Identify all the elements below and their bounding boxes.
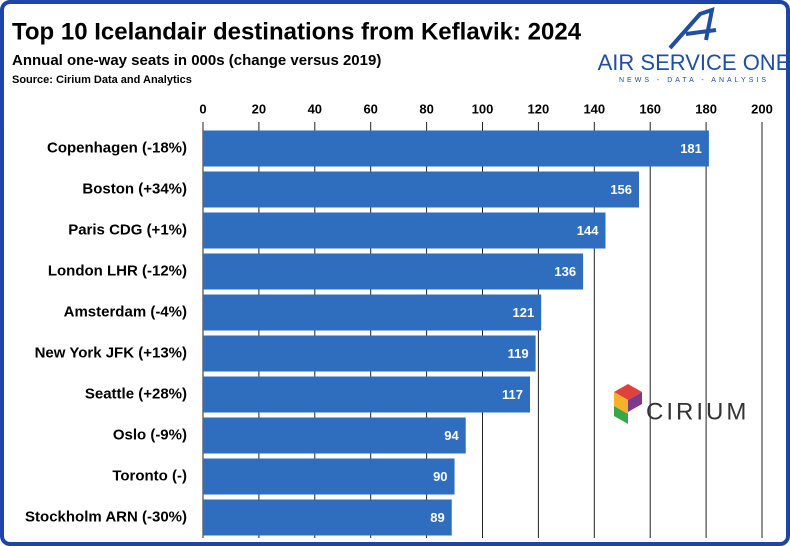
value-label: 144 bbox=[577, 223, 599, 238]
y-tick-label: Paris CDG (+1%) bbox=[68, 221, 187, 238]
logo-text: CIRIUM bbox=[646, 398, 749, 425]
logo-tagline: NEWS - DATA - ANALYSIS bbox=[619, 77, 769, 84]
x-tick-label: 180 bbox=[695, 101, 717, 116]
logo-text: AIR SERVICE ONE bbox=[598, 50, 790, 75]
y-tick-label: New York JFK (+13%) bbox=[35, 344, 187, 361]
y-tick-label: Boston (+34%) bbox=[82, 180, 187, 197]
value-label: 181 bbox=[680, 141, 702, 156]
air-service-one-logo: AIR SERVICE ONE NEWS - DATA - ANALYSIS bbox=[598, 7, 790, 84]
value-label: 94 bbox=[444, 428, 459, 443]
chart-source: Source: Cirium Data and Analytics bbox=[12, 74, 192, 86]
bar bbox=[203, 171, 640, 208]
bar bbox=[203, 335, 536, 372]
chart-title: Top 10 Icelandair destinations from Kefl… bbox=[12, 18, 582, 45]
y-tick-label: London LHR (-12%) bbox=[48, 262, 187, 279]
x-tick-label: 140 bbox=[583, 101, 605, 116]
logo-shape bbox=[614, 392, 628, 414]
logo-shape bbox=[628, 392, 642, 412]
value-label: 90 bbox=[433, 469, 447, 484]
logo-shape bbox=[614, 406, 628, 424]
x-tick-label: 0 bbox=[199, 101, 206, 116]
bar bbox=[203, 294, 542, 331]
x-tick-label: 60 bbox=[363, 101, 377, 116]
y-tick-label: Amsterdam (-4%) bbox=[64, 303, 187, 320]
bar bbox=[203, 130, 709, 167]
x-tick-label: 80 bbox=[419, 101, 433, 116]
x-tick-label: 120 bbox=[528, 101, 550, 116]
bar bbox=[203, 458, 455, 495]
bar bbox=[203, 417, 466, 454]
x-tick-label: 200 bbox=[751, 101, 773, 116]
value-label: 117 bbox=[502, 387, 523, 402]
cirium-logo: CIRIUM bbox=[614, 384, 749, 425]
y-tick-label: Stockholm ARN (-30%) bbox=[25, 508, 187, 525]
x-tick-label: 20 bbox=[252, 101, 266, 116]
bar bbox=[203, 376, 531, 413]
bar bbox=[203, 253, 584, 290]
value-label: 121 bbox=[512, 305, 534, 320]
bar bbox=[203, 212, 606, 249]
y-tick-label: Seattle (+28%) bbox=[85, 385, 187, 402]
x-tick-label: 160 bbox=[639, 101, 661, 116]
bar bbox=[203, 499, 452, 536]
logo-icon bbox=[668, 7, 717, 50]
chart-subtitle: Annual one-way seats in 000s (change ver… bbox=[12, 52, 381, 69]
y-tick-label: Oslo (-9%) bbox=[113, 426, 187, 443]
value-label: 156 bbox=[610, 182, 632, 197]
y-tick-label: Copenhagen (-18%) bbox=[47, 139, 187, 156]
x-tick-label: 40 bbox=[308, 101, 322, 116]
y-tick-label: Toronto (-) bbox=[112, 467, 187, 484]
value-label: 119 bbox=[508, 346, 529, 361]
value-label: 89 bbox=[430, 510, 444, 525]
x-tick-label: 100 bbox=[472, 101, 494, 116]
value-label: 136 bbox=[554, 264, 576, 279]
